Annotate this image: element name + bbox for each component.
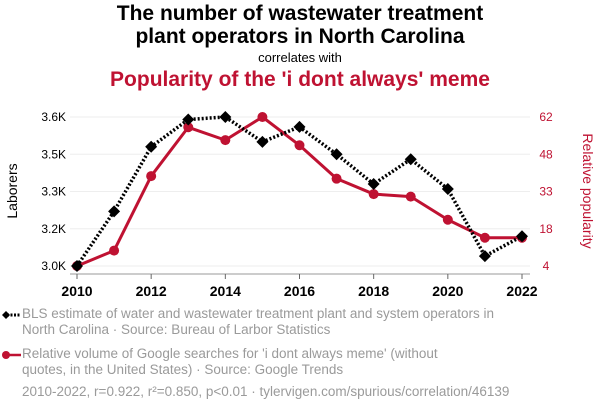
y-left-tick-label: 3.3K [41,185,66,199]
series-laborers-point [478,250,491,263]
x-tick-label: 2010 [61,283,92,299]
y-right-tick-label: 33 [539,185,553,199]
y-left-tick-label: 3.6K [41,110,66,124]
x-ticks: 2010 2012 2014 2016 2018 2020 2022 [61,274,538,299]
series-laborers-point [516,230,528,243]
series-popularity-point [257,112,268,122]
y-right-ticks: 4 18 33 48 62 [539,110,553,273]
chart-subtitle: Popularity of the 'i dont always' meme [110,68,490,91]
y-right-tick-label: 62 [539,110,553,124]
series-popularity-point [405,191,416,202]
y-right-tick-label: 4 [543,259,550,273]
series-laborers-point [256,135,269,148]
y-right-tick-label: 18 [539,222,553,236]
series-laborers-point [145,140,158,153]
series-popularity-point [479,232,490,243]
red-solid-line-circle-icon [2,351,21,359]
series-popularity-point [109,245,120,256]
series-popularity-point [331,173,342,184]
y-left-ticks: 3.0K 3.2K 3.3K 3.5K 3.6K [41,110,66,273]
connector-text: correlates with [258,50,342,65]
series-popularity-point [442,214,453,225]
series-popularity-point [220,135,231,146]
y-left-tick-label: 3.0K [41,259,66,273]
series-laborers-point [330,148,343,161]
legend-label-line-1: BLS estimate of water and wastewater tre… [22,306,494,321]
series-laborers-point [404,153,417,166]
y-left-axis-label: Laborers [4,163,20,218]
x-tick-label: 2022 [506,283,537,299]
legend-label-line-1: Relative volume of Google searches for '… [22,346,438,361]
series-laborers-point [367,178,380,191]
series-popularity-point [146,171,157,182]
legend-label-line-2: North Carolina · Source: Bureau of Larbo… [22,322,331,337]
series-popularity-point [294,140,305,151]
x-tick-label: 2016 [284,283,315,299]
series-laborers-point [219,111,232,123]
stats-footer: 2010-2022, r=0.922, r²=0.850, p<0.01 · t… [22,384,510,399]
chart-title-line-2: plant operators in North Carolina [135,25,465,48]
series-laborers-point [182,113,195,126]
series-laborers-point [441,183,454,196]
x-tick-label: 2018 [358,283,389,299]
x-tick-label: 2014 [210,283,241,299]
y-left-tick-label: 3.2K [41,222,66,236]
x-tick-label: 2020 [432,283,463,299]
legend-item-laborers: BLS estimate of water and wastewater tre… [2,306,562,338]
black-dotted-line-diamond-icon [2,311,21,319]
series-laborers-point [108,205,121,218]
gridlines [70,116,530,267]
legend-label-line-2: quotes, in the United States) · Source: … [22,362,344,377]
series-laborers-point [293,120,306,133]
legend-item-popularity: Relative volume of Google searches for '… [2,346,562,378]
series-popularity-point [183,122,194,133]
series-popularity-point [368,189,379,200]
series-laborers-point [71,260,83,272]
y-left-tick-label: 3.5K [41,147,66,161]
y-right-tick-label: 48 [539,147,553,161]
x-tick-label: 2012 [136,283,167,299]
series-laborers [71,111,528,272]
chart-title-line-1: The number of wastewater treatment [116,2,484,25]
y-right-axis-label: Relative popularity [580,133,596,248]
